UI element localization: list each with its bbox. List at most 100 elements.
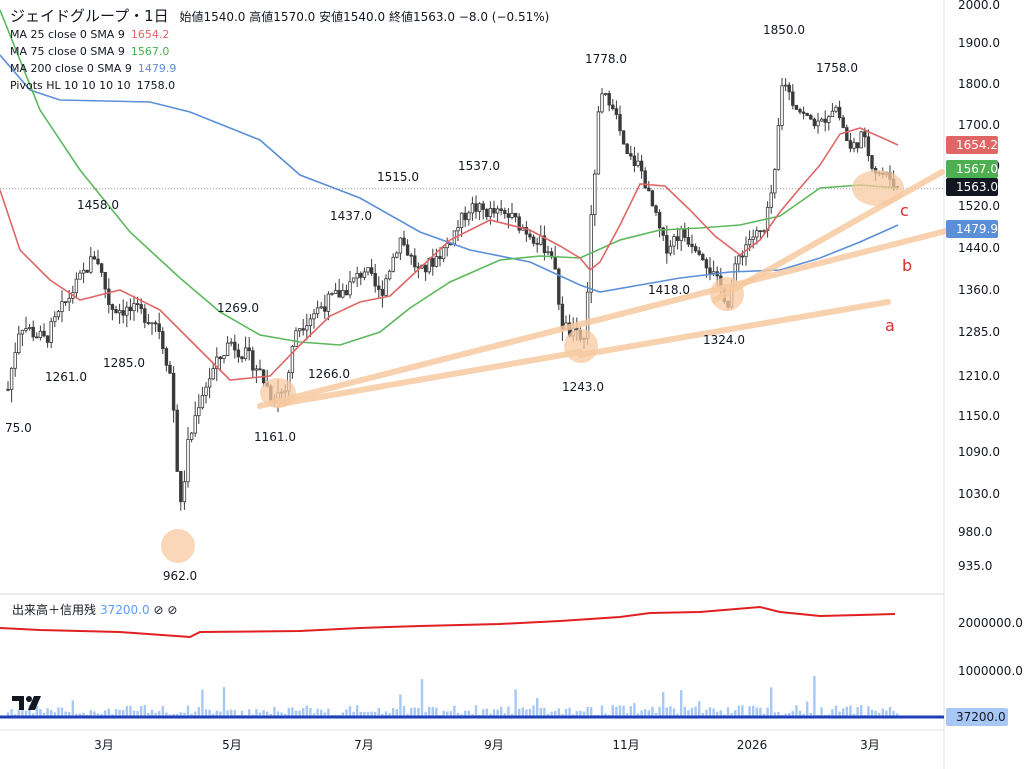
candle-body bbox=[837, 106, 842, 119]
volume-bar bbox=[176, 713, 179, 717]
candle-body bbox=[679, 228, 683, 241]
close-value: 1563.0 bbox=[412, 10, 455, 24]
ohlc-values: 始値1540.0 高値1570.0 安値1540.0 終値1563.0 −8.0… bbox=[179, 10, 550, 24]
candle-body bbox=[503, 210, 507, 215]
volume-bar bbox=[809, 712, 812, 717]
candle-body bbox=[103, 272, 107, 290]
price-badge-label: 1654.2 bbox=[956, 138, 998, 152]
candle-body bbox=[139, 304, 143, 310]
candle-body bbox=[247, 347, 251, 352]
volume-bar bbox=[316, 708, 319, 717]
volume-bar bbox=[431, 706, 434, 717]
volume-bar bbox=[161, 706, 164, 717]
pivot-label: 1758.0 bbox=[816, 61, 858, 75]
candle-body bbox=[683, 228, 687, 238]
candle-body bbox=[171, 372, 176, 411]
indicator-ma25[interactable]: MA 25 close 0 SMA 9 1654.2 bbox=[10, 28, 170, 41]
y-tick-label: 1700.0 bbox=[958, 118, 1000, 132]
volume-bar bbox=[654, 712, 658, 717]
candle-body bbox=[251, 350, 255, 371]
volume-bar bbox=[741, 705, 744, 717]
candle-body bbox=[81, 269, 86, 274]
candle-body bbox=[816, 120, 820, 127]
candle-body bbox=[531, 236, 536, 244]
volume-bar bbox=[10, 709, 13, 717]
candle-body bbox=[229, 341, 233, 344]
candle-body bbox=[53, 316, 57, 323]
candle-body bbox=[474, 203, 478, 212]
candle-body bbox=[477, 203, 482, 212]
candle-body bbox=[740, 255, 745, 258]
y-tick-label: 2000.0 bbox=[958, 0, 1000, 12]
volume-bar bbox=[309, 708, 312, 717]
volume-bar bbox=[402, 705, 406, 717]
volume-bar bbox=[392, 708, 395, 717]
pivot-label: 1418.0 bbox=[648, 283, 690, 297]
candle-body bbox=[693, 246, 698, 252]
candle-body bbox=[470, 203, 475, 214]
candle-body bbox=[467, 212, 471, 221]
candle-body bbox=[830, 110, 835, 118]
hide-icon[interactable]: ⊘ bbox=[153, 603, 164, 617]
volume-bar bbox=[21, 705, 24, 717]
volume-bar bbox=[651, 706, 654, 717]
candles-group bbox=[6, 77, 899, 511]
volume-bar bbox=[129, 705, 132, 717]
volume-bar bbox=[453, 705, 456, 717]
candle-body bbox=[204, 386, 208, 396]
candle-body bbox=[369, 267, 374, 274]
candle-body bbox=[636, 160, 640, 167]
trendline-b bbox=[257, 227, 953, 409]
candle-body bbox=[107, 288, 111, 305]
volume-bar bbox=[35, 705, 38, 717]
price-badge bbox=[946, 220, 998, 238]
candle-body bbox=[323, 306, 327, 312]
volume-bar bbox=[881, 708, 884, 717]
volume-bar bbox=[514, 689, 517, 717]
volume-bar bbox=[183, 712, 186, 717]
volume-bar bbox=[874, 710, 877, 717]
volume-bar bbox=[298, 710, 301, 717]
volume-bar bbox=[658, 706, 661, 717]
candle-body bbox=[665, 234, 669, 254]
candle-body bbox=[629, 153, 633, 157]
volume-bar bbox=[640, 710, 643, 717]
candle-body bbox=[675, 236, 680, 241]
candle-body bbox=[708, 267, 712, 274]
candle-body bbox=[258, 368, 262, 371]
volume-bar bbox=[726, 707, 730, 717]
price-badge bbox=[946, 160, 998, 178]
volume-bar bbox=[770, 687, 773, 717]
volume-bar bbox=[302, 707, 305, 717]
volume-bar bbox=[554, 710, 557, 717]
candle-body bbox=[351, 277, 356, 283]
hide-icon[interactable]: ⊘ bbox=[167, 603, 178, 617]
candle-body bbox=[168, 364, 172, 374]
volume-bar bbox=[777, 711, 780, 717]
volume-legend[interactable]: 出来高＋信用残 37200.0 ⊘ ⊘ bbox=[12, 603, 178, 617]
volume-bar bbox=[543, 707, 546, 717]
indicator-pivots[interactable]: Pivots HL 10 10 10 10 1758.0 bbox=[10, 79, 176, 92]
margin-buy-line bbox=[0, 605, 896, 639]
candle-body bbox=[63, 301, 68, 304]
candle-body bbox=[560, 303, 565, 330]
volume-bar bbox=[356, 705, 359, 717]
volume-bar bbox=[885, 710, 888, 717]
price-badge-label: 1563.0 bbox=[956, 180, 998, 194]
candle-body bbox=[607, 93, 611, 106]
volume-bar bbox=[582, 711, 586, 717]
indicator-ma200[interactable]: MA 200 close 0 SMA 9 1479.9 bbox=[10, 62, 177, 75]
volume-bar bbox=[287, 708, 290, 717]
candle-body bbox=[179, 471, 183, 503]
tradingview-logo[interactable] bbox=[10, 692, 44, 714]
candle-body bbox=[74, 278, 79, 294]
candle-body bbox=[333, 290, 338, 294]
volume-bar bbox=[363, 711, 366, 717]
volume-bar bbox=[546, 713, 550, 717]
candle-body bbox=[596, 111, 601, 175]
y-tick-label: 1520.0 bbox=[958, 199, 1000, 213]
volume-bar bbox=[662, 692, 665, 717]
indicator-ma75[interactable]: MA 75 close 0 SMA 9 1567.0 bbox=[10, 45, 170, 58]
candle-body bbox=[161, 331, 165, 349]
